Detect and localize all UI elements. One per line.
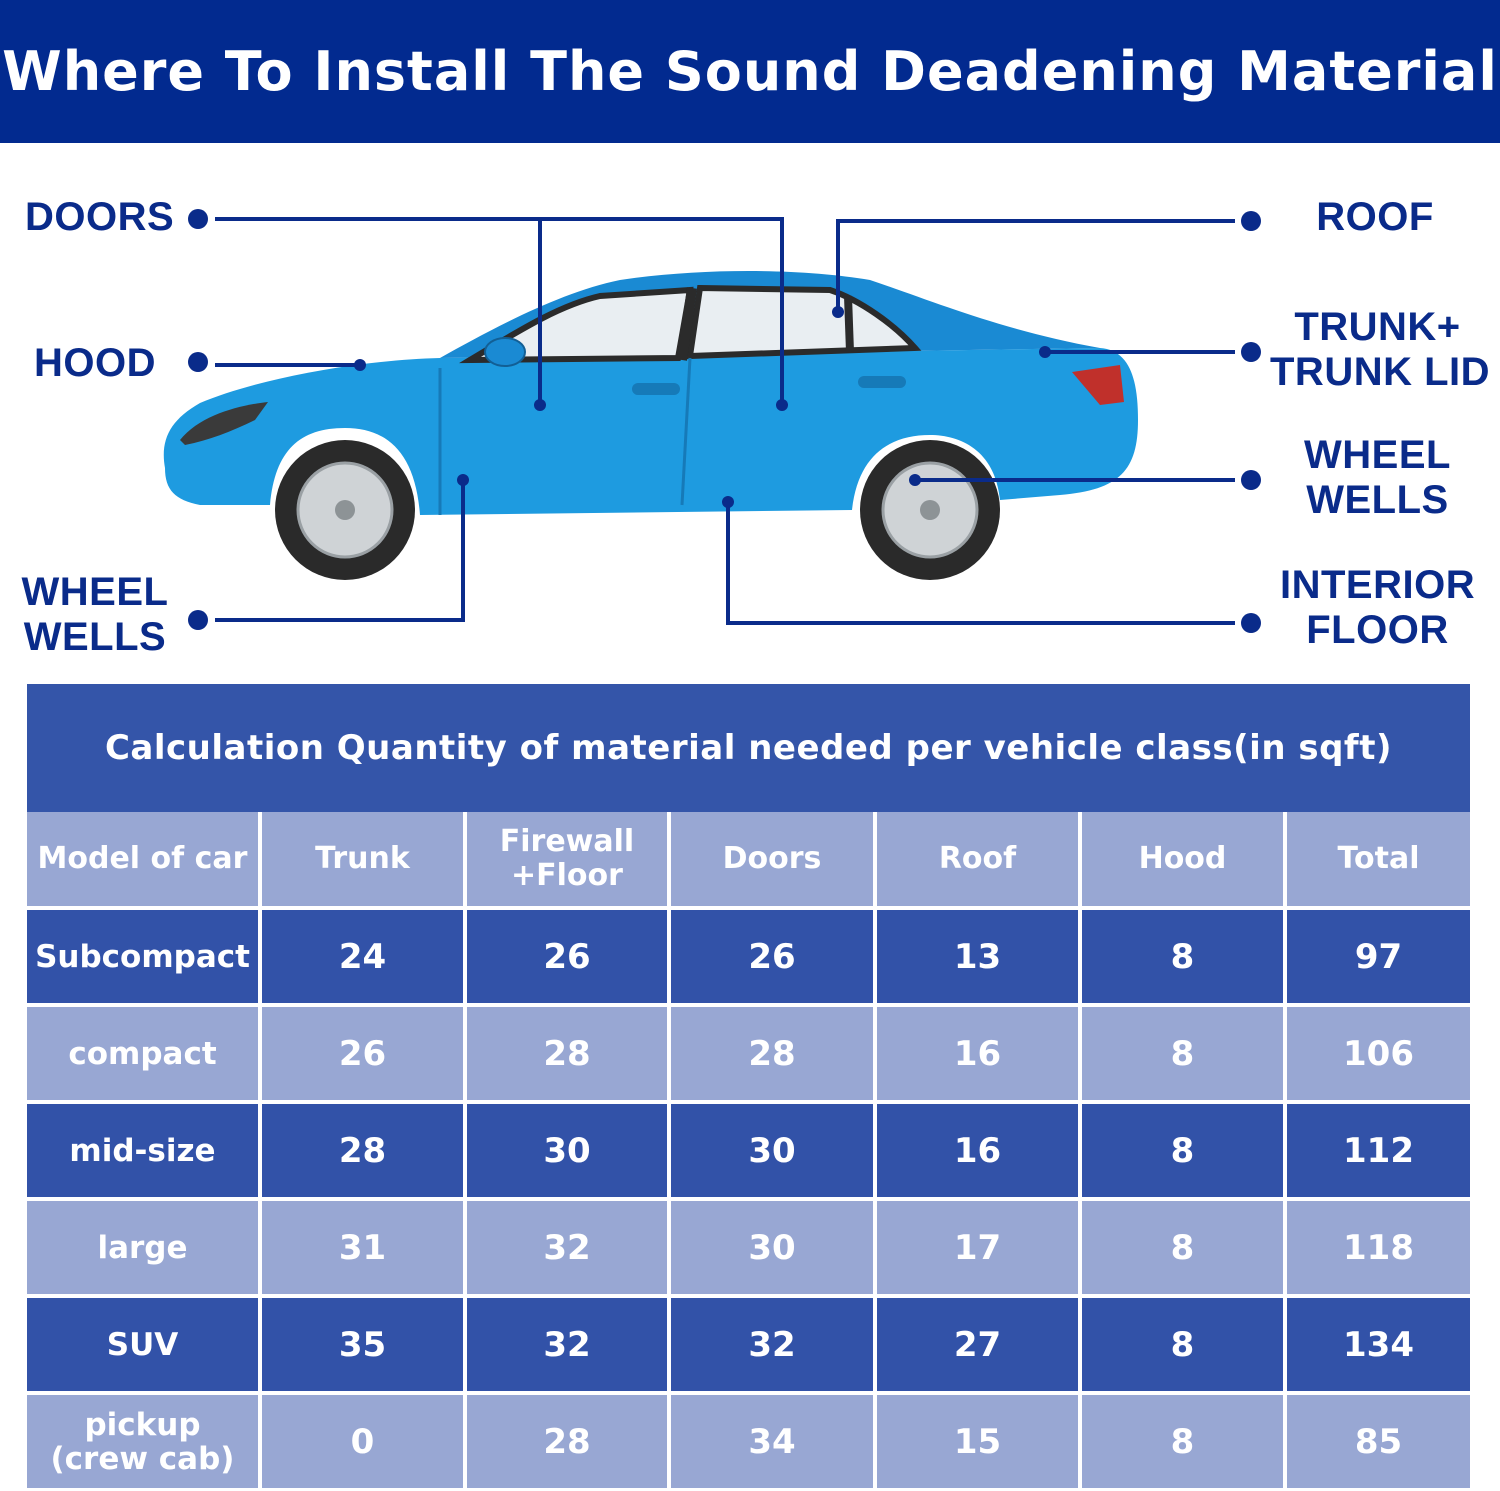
- table-cell: 15: [877, 1395, 1078, 1488]
- table-cell: 26: [262, 1007, 463, 1100]
- trunk-dot: [1241, 342, 1261, 362]
- roof-leader: [836, 219, 1235, 312]
- column-header-roof: Roof: [877, 812, 1078, 906]
- table-grid: Model of car Trunk Firewall +Floor Doors…: [27, 812, 1470, 1490]
- table-cell: 30: [671, 1201, 873, 1294]
- table-cell: 26: [467, 910, 667, 1003]
- car-illustration: [163, 209, 1261, 633]
- table-cell: 31: [262, 1201, 463, 1294]
- callout-hood: HOOD: [34, 341, 156, 385]
- table-cell: 8: [1082, 1395, 1283, 1488]
- rear-door-point: [776, 399, 788, 411]
- row-label-mid-size: mid-size: [27, 1104, 258, 1197]
- table-cell: 13: [877, 910, 1078, 1003]
- table-cell: 8: [1082, 1104, 1283, 1197]
- column-header-trunk: Trunk: [262, 812, 463, 906]
- table-cell: 35: [262, 1298, 463, 1391]
- table-cell: 8: [1082, 1201, 1283, 1294]
- callout-wheel-wells-right: WHEEL WELLS: [1304, 433, 1451, 522]
- rear-door-handle: [858, 376, 906, 388]
- table-cell: 28: [262, 1104, 463, 1197]
- table-cell-total: 106: [1287, 1007, 1470, 1100]
- table-cell: 32: [467, 1298, 667, 1391]
- callout-interior-floor: INTERIOR FLOOR: [1280, 563, 1476, 652]
- table-cell: 28: [467, 1395, 667, 1488]
- wheel-wells-right-dot: [1241, 470, 1261, 490]
- callout-doors: DOORS: [25, 195, 175, 239]
- table-cell: 26: [671, 910, 873, 1003]
- roof-dot: [1241, 211, 1261, 231]
- front-door-point: [534, 399, 546, 411]
- callout-trunk: TRUNK+ TRUNK LID: [1270, 305, 1491, 394]
- table-cell: 30: [671, 1104, 873, 1197]
- row-label-pickup: pickup (crew cab): [27, 1395, 258, 1488]
- car-diagram: DOORS HOOD WHEEL WELLS ROOF TRUNK+ TRUNK…: [0, 143, 1500, 683]
- roof-point: [832, 306, 844, 318]
- car-body: [163, 348, 1139, 515]
- hood-point: [354, 359, 366, 371]
- table-cell: 28: [671, 1007, 873, 1100]
- doors-leader-rear: [215, 217, 784, 405]
- row-label-large: large: [27, 1201, 258, 1294]
- rear-door-line: [680, 357, 692, 506]
- table-cell-total: 134: [1287, 1298, 1470, 1391]
- column-header-model: Model of car: [27, 812, 258, 906]
- table-cell: 16: [877, 1007, 1078, 1100]
- column-header-hood: Hood: [1082, 812, 1283, 906]
- front-wheel-well-point: [457, 474, 469, 486]
- callout-roof: ROOF: [1316, 195, 1434, 239]
- table-cell: 16: [877, 1104, 1078, 1197]
- leader-dots: [188, 209, 1261, 633]
- side-mirror: [484, 337, 526, 367]
- front-door-handle: [632, 383, 680, 395]
- table-cell: 30: [467, 1104, 667, 1197]
- leader-lines: [215, 217, 1235, 625]
- trunk-point: [1039, 346, 1051, 358]
- row-label-compact: compact: [27, 1007, 258, 1100]
- doors-dot: [188, 209, 208, 229]
- table-cell: 8: [1082, 1298, 1283, 1391]
- row-label-suv: SUV: [27, 1298, 258, 1391]
- rear-window: [686, 284, 922, 360]
- rear-hub: [920, 500, 940, 520]
- table-cell: 28: [467, 1007, 667, 1100]
- table-title: Calculation Quantity of material needed …: [27, 684, 1470, 812]
- c-pillar: [844, 295, 854, 353]
- rear-wheel-well-point: [909, 474, 921, 486]
- table-cell: 34: [671, 1395, 873, 1488]
- front-hub: [335, 500, 355, 520]
- row-label-subcompact: Subcompact: [27, 910, 258, 1003]
- column-header-total: Total: [1287, 812, 1470, 906]
- table-cell: 8: [1082, 910, 1283, 1003]
- tail-light: [1072, 365, 1124, 405]
- interior-floor-dot: [1241, 613, 1261, 633]
- table-cell: 32: [467, 1201, 667, 1294]
- headlight: [180, 402, 268, 445]
- column-header-firewall-floor: Firewall +Floor: [467, 812, 667, 906]
- title-banner: Where To Install The Sound Deadening Mat…: [0, 0, 1500, 143]
- table-cell-total: 97: [1287, 910, 1470, 1003]
- table-cell-total: 112: [1287, 1104, 1470, 1197]
- wheel-wells-left-leader: [215, 480, 465, 622]
- table-cell: 27: [877, 1298, 1078, 1391]
- floor-point: [722, 496, 734, 508]
- callout-wheel-wells-left: WHEEL WELLS: [21, 570, 169, 659]
- hood-dot: [188, 352, 208, 372]
- quantity-table: Calculation Quantity of material needed …: [27, 684, 1470, 1490]
- table-cell-total: 85: [1287, 1395, 1470, 1488]
- wheel-wells-left-dot: [188, 610, 208, 630]
- table-cell-total: 118: [1287, 1201, 1470, 1294]
- table-cell: 17: [877, 1201, 1078, 1294]
- table-cell: 32: [671, 1298, 873, 1391]
- table-cell: 0: [262, 1395, 463, 1488]
- interior-floor-leader: [726, 502, 1235, 625]
- b-pillar: [677, 287, 697, 361]
- page-title: Where To Install The Sound Deadening Mat…: [2, 40, 1498, 103]
- table-cell: 8: [1082, 1007, 1283, 1100]
- table-cell: 24: [262, 910, 463, 1003]
- column-header-doors: Doors: [671, 812, 873, 906]
